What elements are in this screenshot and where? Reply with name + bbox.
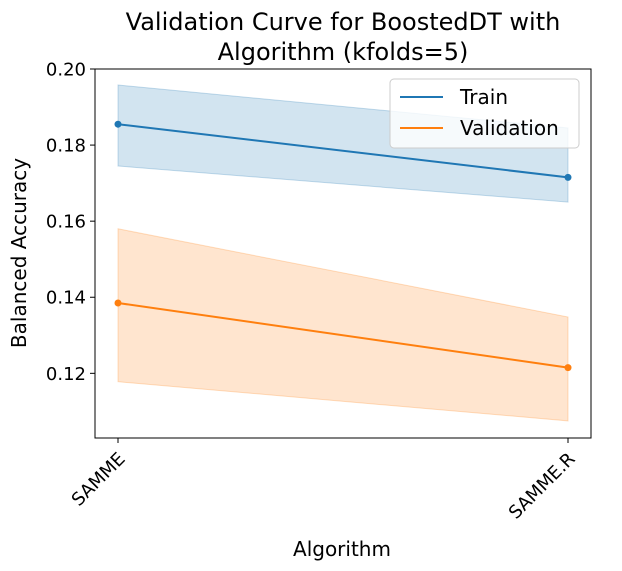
y-axis-ticks: 0.12 0.14 0.16 0.18 0.20 bbox=[46, 60, 95, 385]
x-tick-label: SAMME.R bbox=[505, 449, 580, 524]
legend-train-label: Train bbox=[459, 85, 508, 109]
train-point-samme-r bbox=[564, 173, 572, 181]
y-tick-label: 0.20 bbox=[46, 60, 86, 81]
validation-line bbox=[117, 302, 569, 369]
y-tick-label: 0.16 bbox=[46, 212, 86, 233]
x-axis-label: Algorithm bbox=[293, 537, 391, 561]
legend-validation-label: Validation bbox=[460, 116, 559, 140]
chart-title-line-2: Algorithm (kfolds=5) bbox=[218, 38, 469, 66]
x-axis-ticks: SAMME SAMME.R bbox=[68, 438, 580, 523]
series-lines bbox=[114, 120, 572, 372]
x-tick-label: SAMME bbox=[68, 449, 130, 511]
validation-band bbox=[117, 228, 569, 422]
validation-point-samme bbox=[114, 299, 122, 307]
train-line bbox=[117, 123, 569, 179]
y-tick-label: 0.14 bbox=[46, 288, 86, 309]
legend: Train Validation bbox=[389, 78, 580, 149]
chart-title-line-1: Validation Curve for BoostedDT with bbox=[126, 8, 561, 36]
confidence-bands bbox=[117, 84, 569, 422]
validation-point-samme-r bbox=[564, 364, 572, 372]
y-tick-label: 0.12 bbox=[46, 364, 86, 385]
y-axis-label: Balanced Accuracy bbox=[7, 158, 31, 348]
train-point-samme bbox=[114, 120, 122, 128]
plot-area-frame bbox=[94, 68, 592, 439]
y-tick-label: 0.18 bbox=[46, 136, 86, 157]
